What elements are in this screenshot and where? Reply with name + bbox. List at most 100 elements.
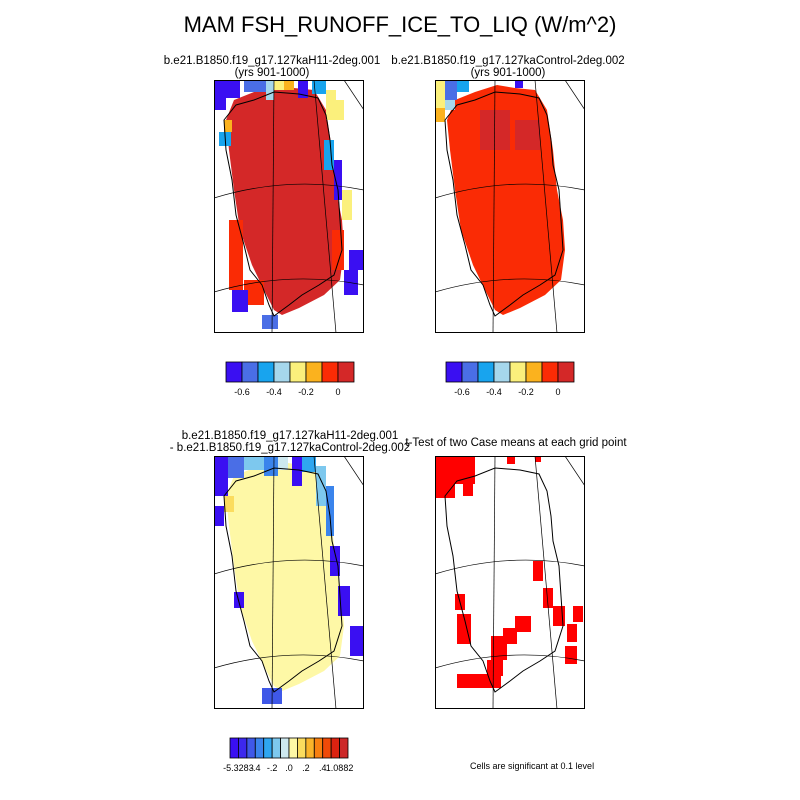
map-difference (214, 456, 364, 709)
figure-title: MAM FSH_RUNOFF_ICE_TO_LIQ (W/m^2) (183, 12, 617, 37)
graticule-line (214, 654, 364, 669)
colorbar-swatch (541, 361, 559, 383)
map-case2 (435, 80, 585, 333)
graticule-line (492, 80, 496, 333)
field-case1-margin (342, 190, 352, 220)
field-difference-margin (292, 456, 302, 486)
map-case1 (214, 80, 364, 333)
graticule-line (435, 278, 585, 293)
colorbar-swatch (229, 737, 239, 759)
colorbar-tick-label: -0.2 (518, 387, 534, 397)
panel-title-ttest-line1: t-Test of two Case means at each grid po… (405, 437, 627, 449)
panel-title-case1-line2: (yrs 901-1000) (234, 67, 310, 79)
significant-cell (507, 456, 515, 464)
colorbar-swatch (280, 737, 290, 759)
colorbar-case1: -0.6 -0.4 -0.2 0 (225, 361, 356, 407)
field-difference-margin (214, 506, 224, 526)
field-case2-interior (515, 120, 540, 150)
graticule-line (313, 80, 337, 333)
significant-cell (535, 456, 541, 462)
map-panel-case2 (435, 80, 585, 333)
colorbar-swatch (337, 361, 355, 383)
panel-title-case2-line1: b.e21.B1850.f19_g17.127kaControl-2deg.00… (391, 55, 625, 67)
colorbar-swatch (525, 361, 543, 383)
colorbar-tick-label: .2 (302, 763, 310, 773)
colorbar-swatch (477, 361, 495, 383)
map-panel-ttest (435, 456, 585, 709)
colorbar-tick-label: .4 (319, 763, 327, 773)
field-case1-margin (274, 80, 284, 90)
colorbar-swatch (330, 737, 340, 759)
colorbar-tick-label: -.2 (267, 763, 278, 773)
significant-cell (435, 456, 475, 484)
colorbar-case2: -0.6 -0.4 -0.2 0 (445, 361, 576, 407)
colorbar-swatch (321, 361, 339, 383)
field-case1-margin (232, 290, 248, 312)
field-difference-margin (278, 456, 288, 470)
field-case1-fringe (244, 280, 264, 305)
colorbar-swatch (305, 361, 323, 383)
field-difference-margin (234, 592, 244, 608)
graticule-line (313, 456, 337, 709)
significant-cell (515, 616, 531, 632)
graticule-line (492, 456, 496, 709)
colorbar-swatch (289, 361, 307, 383)
panel-title-difference: b.e21.B1850.f19_g17.127kaH11-2deg.001 - … (160, 430, 420, 454)
field-case2-margin (445, 80, 457, 100)
colorbar-tick-label: 0 (555, 387, 560, 397)
graticule-line (343, 80, 364, 111)
graticule-line (534, 80, 558, 333)
colorbar-swatch (257, 361, 275, 383)
colorbar-swatch (557, 361, 575, 383)
colorbar-swatch (254, 737, 265, 759)
colorbar-tick-label: 1.0882 (326, 763, 354, 773)
panel-title-case1-line1: b.e21.B1850.f19_g17.127kaH11-2deg.001 (163, 55, 381, 67)
colorbar-swatch (339, 737, 349, 759)
significance-note: Cells are significant at 0.1 level (470, 761, 595, 771)
graticule-line (435, 183, 585, 199)
coastline (223, 467, 343, 693)
field-case1-fringe (229, 220, 243, 290)
significant-cell (463, 484, 473, 496)
significant-cell (491, 636, 507, 660)
graticule-line (214, 278, 364, 293)
field-case1-margin (226, 80, 240, 98)
field-case1-margin (334, 160, 342, 200)
colorbar-swatch (313, 737, 324, 759)
field-difference-margin (244, 456, 264, 470)
colorbar-tick-label: -0.6 (234, 387, 250, 397)
field-difference-margin (350, 626, 364, 656)
colorbar-swatch (288, 737, 298, 759)
significant-cell (457, 614, 471, 644)
map-panel-difference (214, 456, 364, 709)
colorbar-swatch (461, 361, 479, 383)
graticule-line (435, 654, 585, 669)
graticule-line (214, 183, 364, 199)
field-difference-interior (226, 461, 344, 691)
colorbar-swatch (263, 737, 273, 759)
graticule-line (343, 456, 364, 487)
field-difference-margin (264, 456, 278, 476)
colorbar-swatch (225, 361, 243, 383)
panel-title-difference-line2: - b.e21.B1850.f19_g17.127kaControl-2deg.… (169, 442, 411, 454)
colorbar-swatch (305, 737, 315, 759)
colorbar-swatch (238, 737, 248, 759)
colorbar-case1-svg: -0.6 -0.4 -0.2 0 (225, 361, 355, 397)
coastline (444, 467, 564, 693)
graticule-line (271, 80, 275, 333)
field-case1-margin (214, 80, 226, 110)
significant-cell (573, 606, 583, 622)
field-case1-margin (326, 90, 336, 120)
colorbar-tick-label: 0 (335, 387, 340, 397)
field-difference-margin (330, 546, 340, 576)
field-difference-margin (214, 456, 228, 496)
map-panel-case1 (214, 80, 364, 333)
field-case1-margin (244, 80, 266, 92)
panel-title-difference-line1: b.e21.B1850.f19_g17.127kaH11-2deg.001 (181, 430, 399, 442)
colorbar-swatch (273, 361, 291, 383)
coastline (444, 91, 564, 317)
field-case1-margin (324, 140, 334, 170)
field-case1-margin (298, 80, 308, 98)
significant-cell (543, 588, 553, 608)
field-case1-margin (266, 80, 274, 100)
